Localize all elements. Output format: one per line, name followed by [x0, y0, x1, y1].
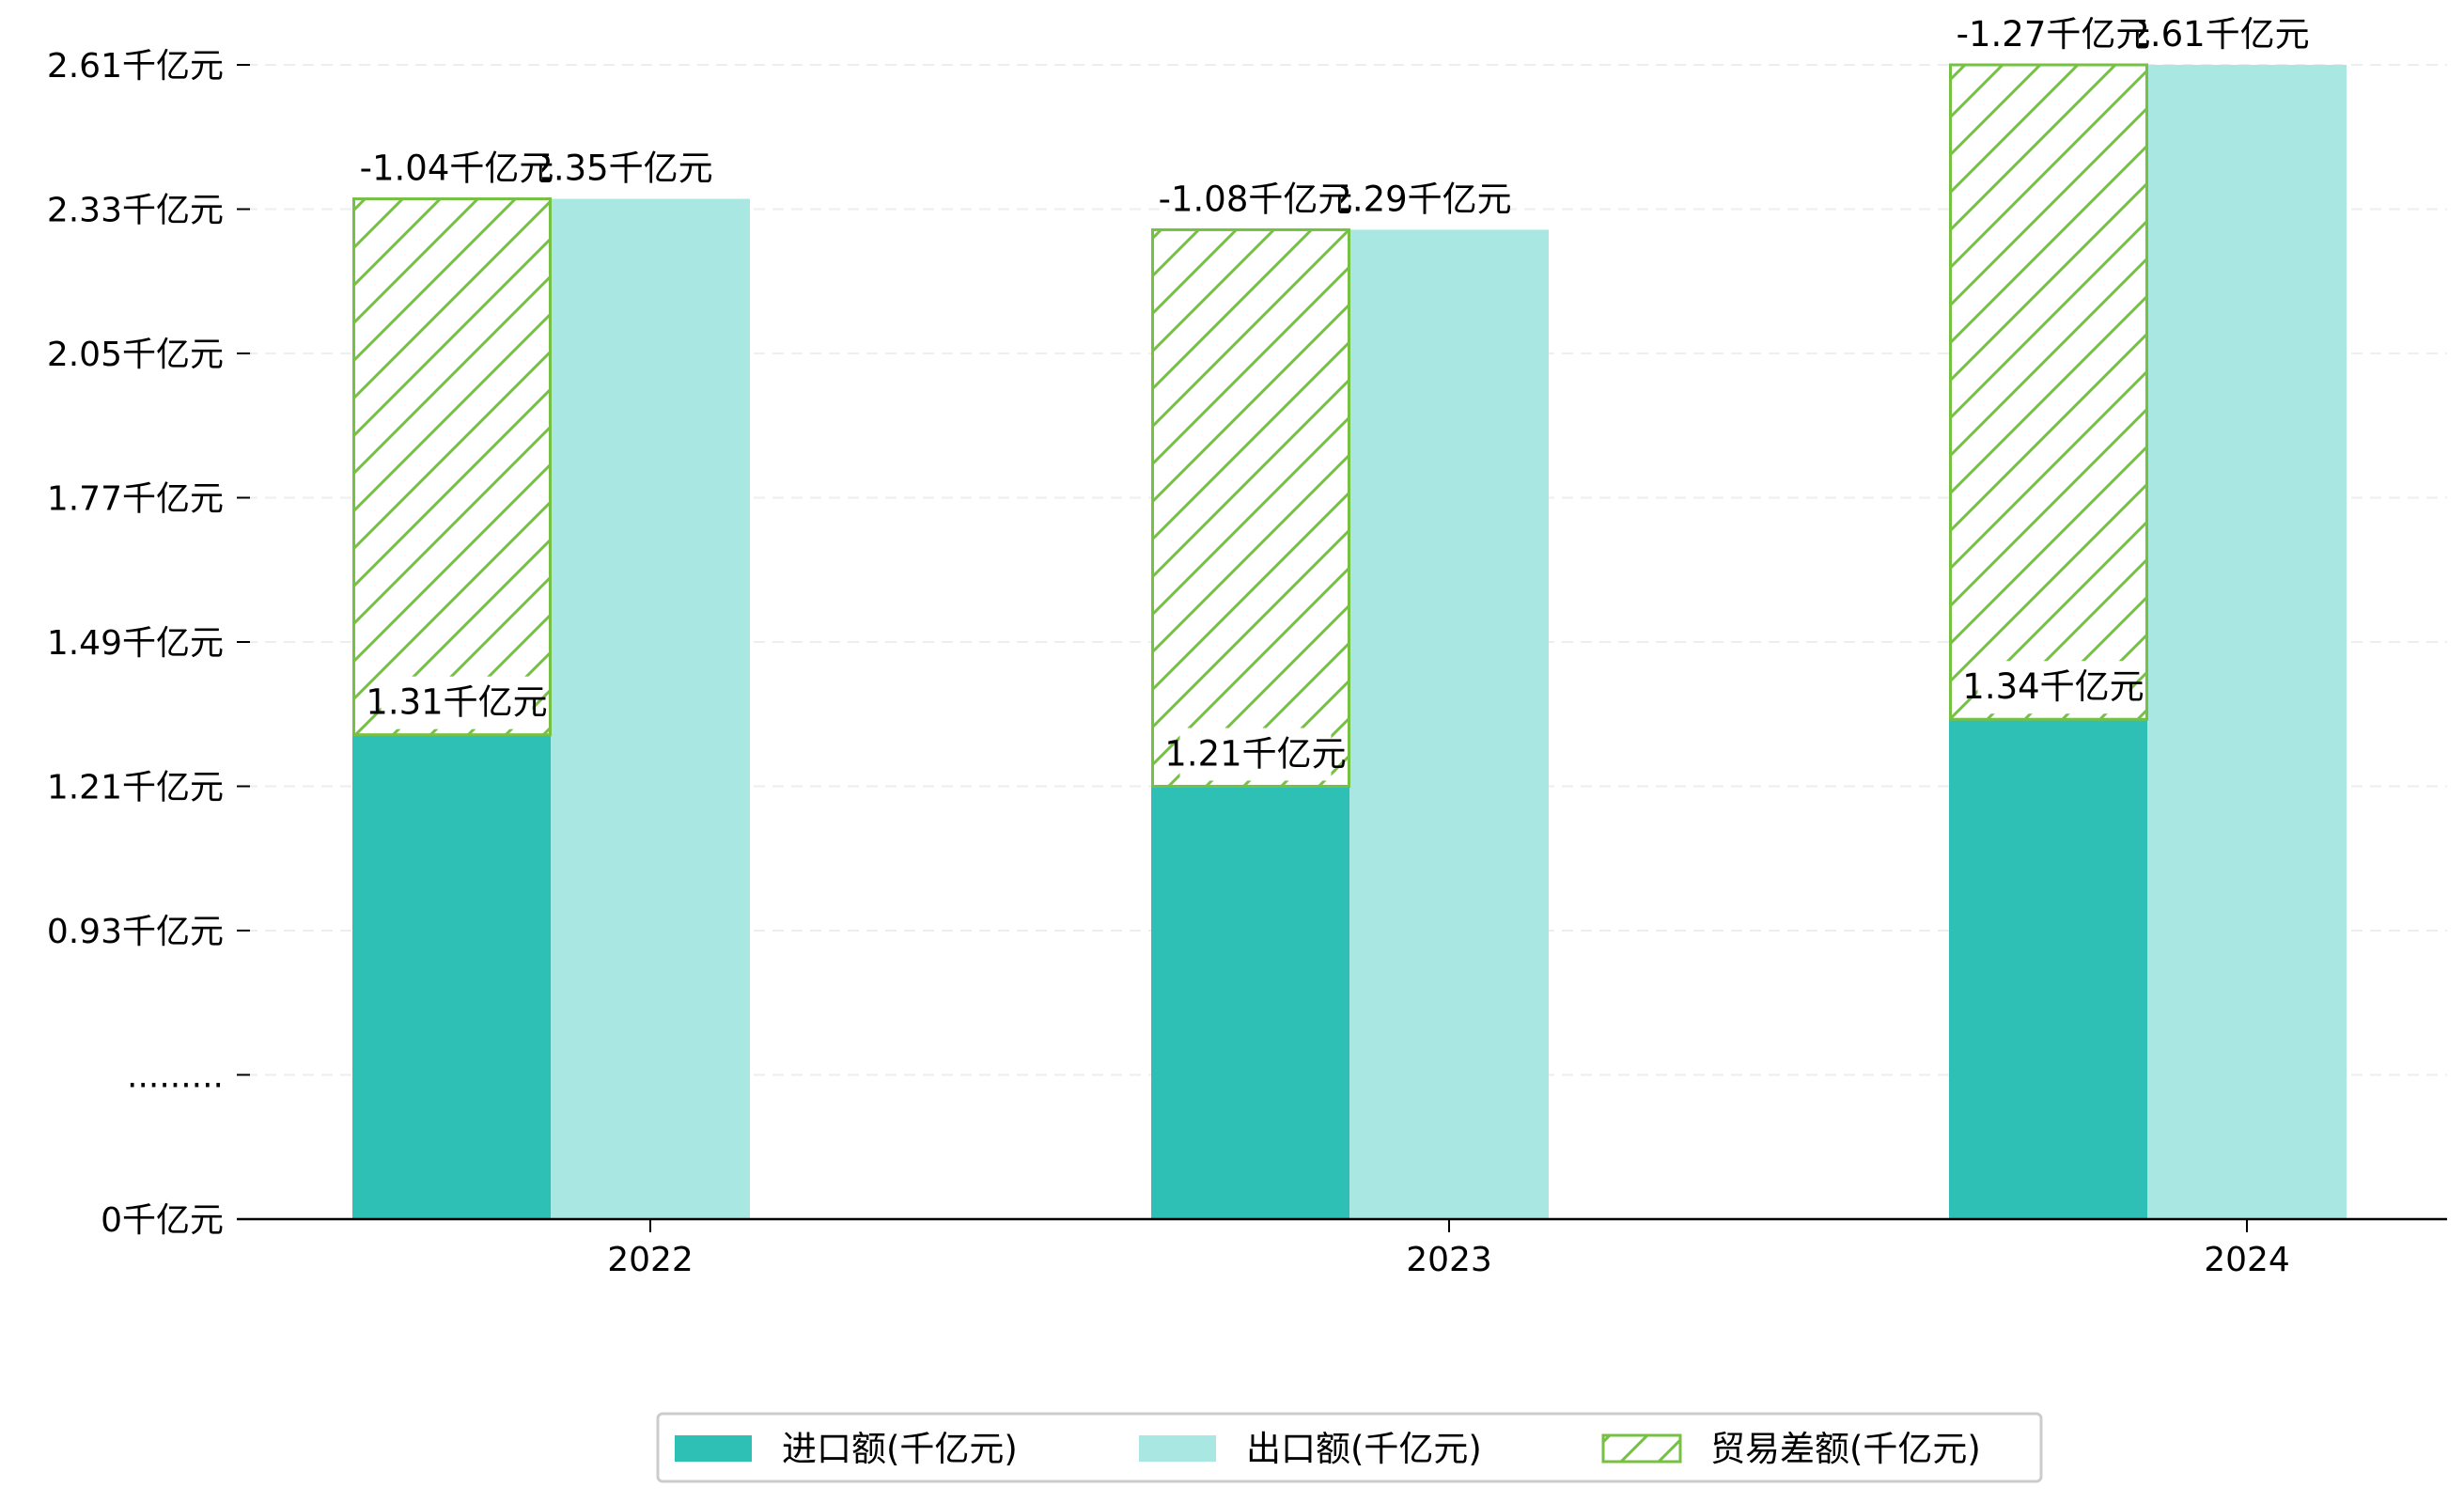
label-import-2022-bg [381, 676, 533, 729]
label-trade-balance-2022: -1.04千亿元 [360, 142, 554, 196]
y-tick-label: 0.93千亿元 [47, 913, 224, 951]
label-export-2022: 2.35千亿元 [531, 142, 713, 196]
label-trade-balance-2023-text: -1.08千亿元 [1159, 179, 1353, 219]
bar-import-2024 [1949, 719, 2148, 1219]
label-trade-balance-2024-bg [1968, 8, 2139, 61]
bar-import-2023 [1151, 786, 1350, 1219]
bar-export-2024 [2147, 65, 2347, 1219]
label-export-2024: 2.61千亿元 [2128, 8, 2310, 61]
label-trade-balance-2023-bg [1170, 173, 1341, 227]
label-import-2022-text: 1.31千亿元 [366, 682, 547, 723]
label-export-2024-bg [2143, 8, 2295, 61]
label-export-2022-bg [546, 142, 698, 196]
legend-swatch-2 [1601, 1433, 1682, 1464]
label-trade-balance-2024: -1.27千亿元 [1957, 8, 2151, 61]
label-trade-balance-2022-bg [371, 142, 542, 196]
label-export-2023-bg [1345, 173, 1497, 227]
y-tick-label: ......... [127, 1057, 224, 1096]
label-import-2023: 1.21千亿元 [1164, 728, 1347, 781]
label-export-2023-text: 2.29千亿元 [1330, 179, 1511, 219]
label-import-2024-text: 1.34千亿元 [1962, 666, 2144, 707]
legend: 进口额(千亿元) 出口额(千亿元) 贸易差额(千亿元) [656, 1412, 2043, 1483]
x-tick-label: 2022 [607, 1241, 694, 1279]
y-tick-label: 0千亿元 [101, 1201, 224, 1240]
bar-trade-balance-2023 [1151, 227, 1350, 788]
label-trade-balance-2022-text: -1.04千亿元 [360, 149, 554, 189]
bars [352, 63, 2347, 1219]
label-import-2023-bg [1179, 728, 1332, 781]
legend-label-0: 进口额(千亿元) [782, 1429, 1018, 1469]
y-tick-label: 1.49千亿元 [47, 624, 224, 663]
x-tick-label: 2023 [1406, 1241, 1492, 1279]
label-trade-balance-2024-text: -1.27千亿元 [1957, 14, 2151, 55]
legend-box [656, 1412, 2043, 1483]
label-trade-balance-2023: -1.08千亿元 [1159, 173, 1353, 227]
label-import-2023-text: 1.21千亿元 [1164, 734, 1346, 775]
bar-import-2022 [352, 734, 552, 1219]
label-import-2022: 1.31千亿元 [366, 676, 548, 729]
axes: 0千亿元......... 0.93千亿元 1.21千亿元 1.49千亿元 1.77千亿… [47, 47, 2447, 1279]
data-labels: 2.35千亿元-1.04千亿元 1.31千亿元 2.29千亿元-1.08千亿元 1.2… [360, 8, 2310, 781]
label-import-2024-bg [1977, 661, 2129, 714]
y-tick-label: 2.05千亿元 [47, 336, 224, 374]
y-tick-label: 1.21千亿元 [47, 769, 224, 807]
bar-export-2023 [1349, 229, 1549, 1219]
label-export-2022-text: 2.35千亿元 [531, 149, 712, 189]
label-export-2024-text: 2.61千亿元 [2128, 14, 2309, 55]
y-tick-label: 1.77千亿元 [47, 480, 224, 519]
label-export-2023: 2.29千亿元 [1330, 173, 1512, 227]
y-tick-label: 2.61千亿元 [47, 47, 224, 86]
legend-label-2: 贸易差额(千亿元) [1710, 1429, 1981, 1469]
x-tick-label: 2024 [2204, 1241, 2290, 1279]
legend-swatch-1 [1139, 1435, 1216, 1462]
legend-swatch-0 [675, 1435, 752, 1462]
y-tick-label: 2.33千亿元 [47, 192, 224, 230]
bar-export-2022 [551, 198, 750, 1219]
bar-trade-balance-2022 [352, 197, 552, 737]
legend-label-1: 出口额(千亿元) [1246, 1429, 1482, 1469]
bar-trade-balance-2024 [1949, 63, 2148, 721]
label-import-2024: 1.34千亿元 [1962, 661, 2144, 714]
